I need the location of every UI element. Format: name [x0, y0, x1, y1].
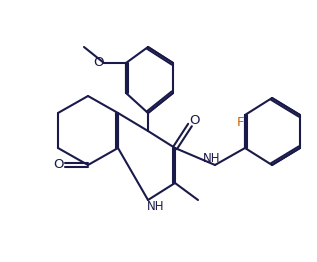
- Text: NH: NH: [147, 199, 165, 212]
- Text: O: O: [53, 159, 63, 172]
- Text: F: F: [237, 117, 245, 129]
- Text: NH: NH: [203, 152, 221, 166]
- Text: O: O: [93, 57, 103, 69]
- Text: O: O: [190, 114, 200, 128]
